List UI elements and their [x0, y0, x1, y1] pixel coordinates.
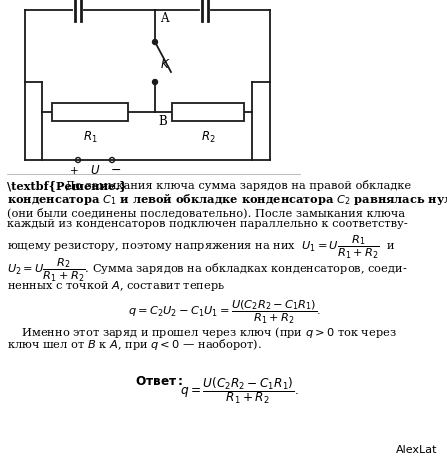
Text: A: A [160, 12, 169, 25]
Text: $q = \dfrac{U(C_2R_2 - C_1R_1)}{R_1 + R_2}.$: $q = \dfrac{U(C_2R_2 - C_1R_1)}{R_1 + R_… [180, 375, 299, 406]
Text: B: B [158, 115, 167, 128]
Text: $K$: $K$ [160, 57, 170, 71]
Text: ключ шел от $B$ к $A$, при $q < 0$ — наоборот).: ключ шел от $B$ к $A$, при $q < 0$ — нао… [7, 337, 262, 352]
Text: $-$: $-$ [110, 163, 122, 176]
Text: $R_1$: $R_1$ [83, 130, 97, 145]
Text: $q = C_2U_2 - C_1U_1 = \dfrac{U(C_2R_2 - C_1R_1)}{R_1 + R_2}.$: $q = C_2U_2 - C_1U_1 = \dfrac{U(C_2R_2 -… [128, 299, 321, 326]
Text: ненных с точкой $A$, составит теперь: ненных с точкой $A$, составит теперь [7, 279, 225, 293]
Text: $\mathbf{Ответ:}\ $: $\mathbf{Ответ:}\ $ [135, 375, 183, 388]
Circle shape [152, 40, 157, 44]
Circle shape [152, 79, 157, 85]
Text: $+$: $+$ [69, 164, 79, 176]
Bar [52, 103, 128, 121]
Text: AlexLat: AlexLat [396, 445, 437, 455]
Text: $U$: $U$ [90, 164, 100, 177]
Text: До замыкания ключа сумма зарядов на правой обкладке: До замыкания ключа сумма зарядов на прав… [62, 180, 411, 191]
Text: конденсатора $C_1$ и левой обкладке конденсатора $C_2$ равнялась нулю: конденсатора $C_1$ и левой обкладке конд… [7, 192, 447, 207]
Text: $U_2 = U\dfrac{R_2}{R_1 + R_2}$. Сумма зарядов на обкладках конденсаторов, соеди: $U_2 = U\dfrac{R_2}{R_1 + R_2}$. Сумма з… [7, 257, 408, 284]
Text: ющему резистору, поэтому напряжения на них  $U_1 = U\dfrac{R_1}{R_1 + R_2}$  и: ющему резистору, поэтому напряжения на н… [7, 234, 396, 261]
Bar [172, 103, 244, 121]
Text: $R_2$: $R_2$ [201, 130, 215, 145]
Text: Именно этот заряд и прошел через ключ (при $q > 0$ ток через: Именно этот заряд и прошел через ключ (п… [7, 325, 397, 340]
Text: каждый из конденсаторов подключен параллельно к соответству-: каждый из конденсаторов подключен паралл… [7, 219, 408, 229]
Text: (они были соединены последовательно). После замыкания ключа: (они были соединены последовательно). По… [7, 208, 405, 219]
Text: \textbf{Решение.}: \textbf{Решение.} [7, 180, 127, 191]
